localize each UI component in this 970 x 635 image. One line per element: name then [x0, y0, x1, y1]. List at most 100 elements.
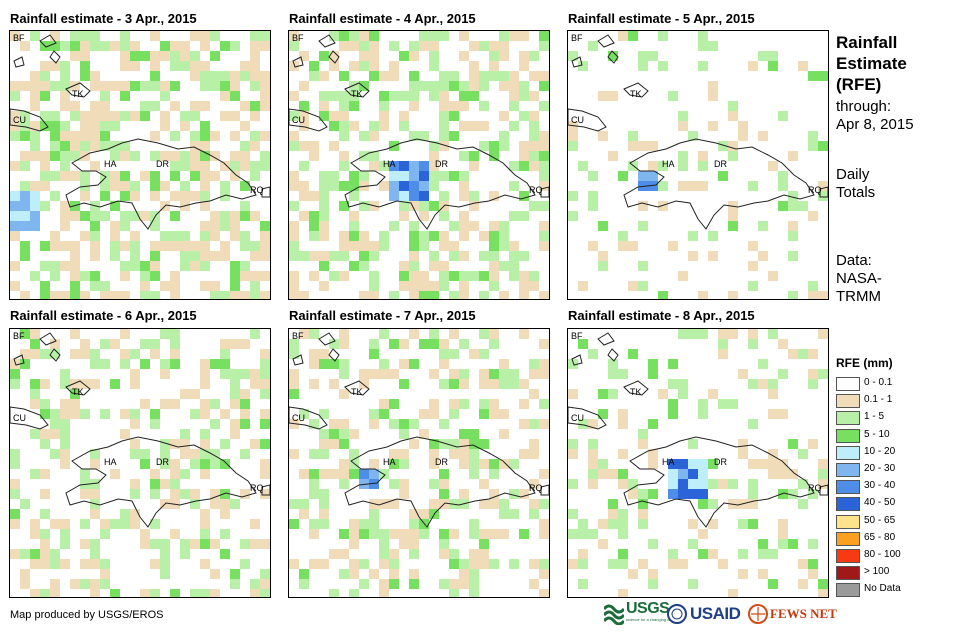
rainfall-cell — [240, 291, 250, 299]
rainfall-cell — [60, 121, 70, 131]
rainfall-cell — [618, 509, 628, 519]
rainfall-cell — [110, 151, 120, 161]
rainfall-cell — [100, 529, 110, 539]
rainfall-cell — [529, 579, 539, 589]
rainfall-cell — [200, 161, 210, 171]
rainfall-cell — [90, 161, 100, 171]
rainfall-cell — [130, 211, 140, 221]
rainfall-cell — [210, 589, 220, 597]
rainfall-cell — [598, 131, 608, 141]
legend-label: 0.1 - 1 — [864, 394, 893, 406]
rainfall-cell — [289, 499, 299, 509]
rainfall-cell — [260, 41, 270, 51]
rainfall-cell — [40, 171, 50, 181]
rainfall-cell — [260, 369, 270, 379]
rainfall-cell — [768, 51, 778, 61]
rainfall-cell — [758, 569, 768, 579]
rainfall-cell — [230, 41, 240, 51]
rainfall-cell — [449, 251, 459, 261]
rainfall-cell — [429, 399, 439, 409]
rainfall-cell — [140, 111, 150, 121]
rainfall-cell — [60, 211, 70, 221]
map-label-rq: RQ — [250, 483, 264, 493]
rainfall-cell — [529, 449, 539, 459]
rainfall-cell — [628, 281, 638, 291]
rainfall-cell — [718, 399, 728, 409]
rainfall-cell — [469, 191, 479, 201]
rainfall-cell — [389, 459, 399, 469]
rainfall-cell — [349, 559, 359, 569]
rainfall-cell — [250, 31, 260, 41]
rainfall-cell — [190, 161, 200, 171]
rainfall-cell — [80, 141, 90, 151]
rainfall-cell — [489, 529, 499, 539]
rainfall-cell — [60, 61, 70, 71]
rainfall-cell — [768, 61, 778, 71]
rainfall-cell — [190, 131, 200, 141]
rainfall-cell — [309, 359, 319, 369]
rainfall-cell — [439, 101, 449, 111]
rainfall-cell — [668, 241, 678, 251]
rainfall-cell — [40, 439, 50, 449]
rainfall-cell — [150, 339, 160, 349]
rainfall-cell — [130, 509, 140, 519]
rainfall-cell — [638, 61, 648, 71]
rainfall-cell — [260, 101, 270, 111]
rainfall-cell — [110, 201, 120, 211]
rainfall-cell — [170, 241, 180, 251]
rainfall-cell — [180, 549, 190, 559]
coastline — [607, 348, 619, 362]
rainfall-cell — [429, 171, 439, 181]
rainfall-cell — [768, 409, 778, 419]
rainfall-cell — [329, 111, 339, 121]
rainfall-cell — [250, 211, 260, 221]
rainfall-cell — [140, 171, 150, 181]
rainfall-cell — [379, 369, 389, 379]
legend-label: 5 - 10 — [864, 428, 890, 440]
rainfall-cell — [10, 519, 20, 529]
rainfall-cell — [519, 449, 529, 459]
map-label-cu: CU — [292, 115, 305, 125]
rainfall-cell — [688, 251, 698, 261]
rainfall-cell — [140, 539, 150, 549]
rainfall-cell — [120, 81, 130, 91]
rainfall-cell — [319, 429, 329, 439]
rainfall-cell — [309, 529, 319, 539]
rainfall-cell — [598, 539, 608, 549]
rainfall-cell — [260, 161, 270, 171]
rainfall-cell — [748, 489, 758, 499]
rainfall-cell — [160, 439, 170, 449]
rainfall-cell — [419, 291, 429, 299]
rainfall-cell — [648, 171, 658, 181]
rainfall-cell — [299, 499, 309, 509]
rainfall-cell — [30, 389, 40, 399]
rainfall-cell — [788, 251, 798, 261]
rainfall-cell — [220, 211, 230, 221]
rainfall-map-1: BF CU TK HA DR RQ — [9, 30, 271, 300]
rainfall-cell — [90, 121, 100, 131]
rainfall-cell — [668, 399, 678, 409]
rainfall-cell — [648, 161, 658, 171]
rainfall-cell — [130, 419, 140, 429]
rainfall-cell — [130, 231, 140, 241]
rainfall-cell — [389, 161, 399, 171]
rainfall-cell — [50, 171, 60, 181]
rainfall-cell — [369, 121, 379, 131]
rainfall-cell — [190, 589, 200, 597]
rainfall-cell — [718, 329, 728, 339]
rainfall-cell — [250, 271, 260, 281]
rainfall-cell — [529, 559, 539, 569]
rainfall-cell — [529, 369, 539, 379]
rainfall-cell — [289, 449, 299, 459]
rainfall-cell — [808, 349, 818, 359]
rainfall-cell — [638, 439, 648, 449]
rainfall-cell — [369, 151, 379, 161]
rainfall-cell — [329, 469, 339, 479]
rainfall-cell — [40, 589, 50, 597]
rainfall-cell — [100, 81, 110, 91]
rainfall-cell — [778, 339, 788, 349]
rainfall-cell — [90, 349, 100, 359]
rainfall-cell — [329, 439, 339, 449]
rainfall-cell — [150, 171, 160, 181]
rainfall-cell — [250, 161, 260, 171]
